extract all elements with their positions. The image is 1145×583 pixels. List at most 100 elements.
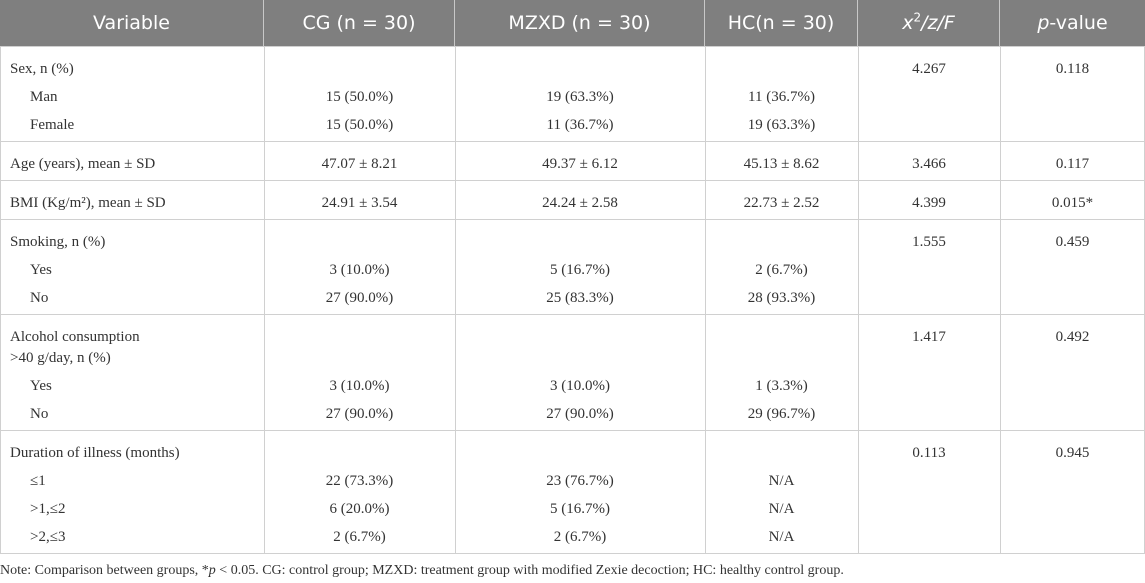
column-border: [1000, 180, 1001, 219]
column-border: [264, 430, 265, 553]
header-cell: x2/z/F: [858, 0, 1000, 46]
value-cell: 11 (36.7%): [748, 89, 815, 105]
value-cell: 19 (63.3%): [747, 117, 816, 133]
row-label: Smoking, n (%): [10, 234, 106, 250]
row-label: >2,≤3: [30, 529, 66, 545]
note-text: < 0.05. CG: control group; MZXD: treatme…: [215, 563, 844, 578]
stat-cell: 3.466: [912, 156, 946, 172]
value-cell: 28 (93.3%): [747, 290, 816, 306]
column-border: [858, 46, 859, 141]
value-cell: 24.24 ± 2.58: [542, 195, 618, 211]
value-cell: 2 (6.7%): [755, 262, 808, 278]
stat-cell: 0.113: [912, 445, 946, 461]
value-cell: 2 (6.7%): [333, 529, 386, 545]
row-label: No: [30, 290, 49, 306]
stat-cell: 4.267: [912, 61, 946, 77]
value-cell: N/A: [768, 501, 795, 517]
column-border: [1000, 219, 1001, 314]
table-note: Note: Comparison between groups, *p < 0.…: [0, 563, 844, 579]
header-superscript: 2: [913, 10, 922, 25]
stat-cell: 1.555: [912, 234, 946, 250]
column-border: [705, 141, 706, 180]
p-cell: 0.015*: [1051, 195, 1094, 211]
value-cell: 6 (20.0%): [329, 501, 390, 517]
row-border: [0, 141, 1145, 142]
row-label: BMI (Kg/m²), mean ± SD: [10, 195, 166, 211]
value-cell: 27 (90.0%): [325, 290, 394, 306]
column-border: [264, 46, 265, 141]
column-border: [0, 180, 1, 219]
column-border: [1000, 141, 1001, 180]
header-text: -value: [1049, 12, 1108, 34]
value-cell: 25 (83.3%): [546, 290, 614, 306]
value-cell: 23 (76.7%): [546, 473, 614, 489]
row-label: No: [30, 406, 49, 422]
stat-cell: 4.399: [912, 195, 946, 211]
column-border: [455, 219, 456, 314]
value-cell: 27 (90.0%): [325, 406, 394, 422]
header-symbol: x: [902, 12, 914, 34]
column-border: [1000, 314, 1001, 430]
row-label: Age (years), mean ± SD: [10, 156, 156, 172]
value-cell: 3 (10.0%): [550, 378, 610, 394]
value-cell: 22.73 ± 2.52: [743, 195, 820, 211]
header-cell: p-value: [1000, 0, 1145, 46]
row-label: Female: [30, 117, 75, 133]
value-cell: 1 (3.3%): [755, 378, 808, 394]
row-label: Man: [30, 89, 58, 105]
header-cell: MZXD (n = 30): [455, 0, 705, 46]
note-text: Note: Comparison between groups, *: [0, 563, 209, 578]
value-cell: 3 (10.0%): [329, 378, 390, 394]
stat-cell: 1.417: [912, 329, 946, 345]
header-cell: HC(n = 30): [705, 0, 858, 46]
p-cell: 0.459: [1055, 234, 1090, 250]
column-border: [858, 430, 859, 553]
header-cell: Variable: [0, 0, 264, 46]
column-border: [1000, 430, 1001, 553]
p-cell: 0.118: [1055, 61, 1090, 77]
column-border: [858, 219, 859, 314]
column-border: [705, 46, 706, 141]
row-border: [0, 553, 1145, 554]
value-cell: 11 (36.7%): [546, 117, 614, 133]
row-border: [0, 180, 1145, 181]
row-label: Sex, n (%): [10, 61, 74, 77]
row-label: Duration of illness (months): [10, 445, 180, 461]
value-cell: 27 (90.0%): [546, 406, 614, 422]
column-border: [264, 314, 265, 430]
row-border: [0, 430, 1145, 431]
value-cell: 49.37 ± 6.12: [542, 156, 618, 172]
p-cell: 0.117: [1055, 156, 1090, 172]
column-border: [705, 314, 706, 430]
column-border: [264, 180, 265, 219]
column-border: [0, 430, 1, 553]
value-cell: 45.13 ± 8.62: [743, 156, 820, 172]
row-label: >40 g/day, n (%): [10, 350, 111, 366]
column-border: [705, 180, 706, 219]
column-border: [0, 46, 1, 141]
p-cell: 0.945: [1055, 445, 1090, 461]
column-border: [0, 141, 1, 180]
header-cell: CG (n = 30): [264, 0, 455, 46]
column-border: [1000, 46, 1001, 141]
value-cell: 47.07 ± 8.21: [321, 156, 398, 172]
column-border: [455, 180, 456, 219]
column-border: [705, 219, 706, 314]
value-cell: 3 (10.0%): [329, 262, 390, 278]
value-cell: N/A: [768, 529, 795, 545]
row-border: [0, 314, 1145, 315]
column-border: [0, 219, 1, 314]
note-symbol: p: [208, 563, 216, 578]
value-cell: 5 (16.7%): [550, 501, 610, 517]
value-cell: 2 (6.7%): [553, 529, 607, 545]
value-cell: 5 (16.7%): [550, 262, 610, 278]
value-cell: N/A: [768, 473, 795, 489]
header-symbol: p: [1037, 12, 1050, 34]
row-label: Yes: [30, 378, 52, 394]
column-border: [264, 141, 265, 180]
row-border: [0, 46, 1145, 47]
header-text: /z/F: [921, 12, 955, 34]
value-cell: 22 (73.3%): [325, 473, 394, 489]
row-label: Yes: [30, 262, 52, 278]
row-label: >1,≤2: [30, 501, 66, 517]
